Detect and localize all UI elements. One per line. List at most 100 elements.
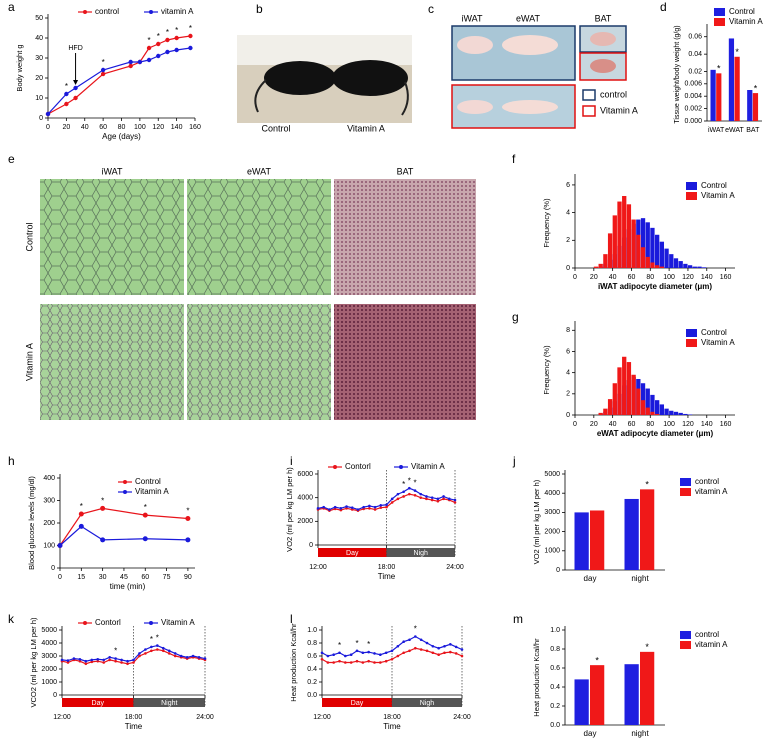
histogram-bar [631,219,636,268]
y-tick-label: 0 [566,412,570,419]
column-label: BAT [397,166,414,176]
x-tick-label: day [584,574,597,583]
panel-letter: h [8,454,15,468]
legend-swatch [680,488,691,496]
x-tick-label: 160 [720,274,732,281]
marker [338,651,341,655]
y-axis-label: Blood glucose levels (mg/dl) [27,476,36,570]
marker [326,654,330,658]
legend-swatch [680,641,691,649]
x-tick-label: 160 [720,421,732,428]
x-tick-label: 18:00 [378,564,396,571]
x-tick-label: 24:00 [446,564,464,571]
legend-label: control [695,477,719,486]
x-axis-label: iWAT adipocyte diameter (μm) [598,282,712,291]
column-label: eWAT [247,166,272,176]
marker [447,497,451,501]
marker [408,492,411,496]
legend-label: Vitamin A [161,618,195,627]
marker [78,511,84,517]
y-tick-label: 0 [39,115,43,122]
y-tick-label: 0.000 [684,118,702,125]
y-tick-label: 0.0 [307,692,317,699]
x-tick-label: eWAT [725,127,744,134]
x-tick-label: 0 [573,421,577,428]
x-tick-label: 140 [171,124,183,131]
y-tick-label: 0.8 [307,640,317,647]
legend-label: vitamin A [695,640,728,649]
legend-label: control [95,7,119,16]
marker [425,649,429,653]
marker [349,661,353,664]
histology [187,179,331,295]
y-tick-label: 1.0 [550,627,560,634]
x-tick-label: 0 [58,574,62,581]
marker [142,512,148,518]
x-tick-label: 100 [663,274,675,281]
marker [78,657,82,661]
marker [174,47,179,53]
marker [64,101,69,107]
tail [401,81,409,116]
marker [408,649,411,653]
marker [344,654,347,658]
legend-label: Vitamin A [701,338,735,347]
x-tick-label: 40 [81,124,89,131]
marker [102,661,106,664]
marker [414,646,417,650]
marker [203,657,207,660]
marker [425,641,429,645]
y-tick-label: 5000 [41,627,57,634]
legend-label: vitamin A [695,487,728,496]
marker [385,505,388,509]
histology [40,304,184,420]
histogram-bar [683,263,688,268]
legend-swatch [680,478,691,486]
legend-swatch [123,490,127,494]
x-tick-label: 80 [646,421,654,428]
marker [156,644,159,647]
histology [187,304,331,420]
marker [100,71,106,77]
marker [165,49,170,55]
marker [332,661,335,664]
annotation: * [101,496,104,505]
marker [396,492,400,496]
marker [431,644,435,648]
histogram-bar [645,256,650,268]
x-tick-label: 60 [628,274,636,281]
marker [402,495,405,498]
y-tick-label: 0.8 [550,646,560,653]
y-axis-label: Tissue weight/body weight (g/g) [674,25,681,123]
marker [356,508,360,511]
marker [138,652,141,655]
legend-label: Control [701,181,727,190]
legend-swatch [83,10,87,14]
marker [84,662,88,666]
marker [188,45,193,51]
histogram-bar [603,408,608,415]
histogram-bar [650,411,655,415]
annotation: * [413,479,416,488]
x-axis-label: Time [383,722,401,731]
y-tick-label: 2 [566,391,570,398]
marker [437,653,440,656]
legend-label: Vitamin A [135,487,169,496]
legend-label: Vitamin A [600,105,638,115]
marker [78,659,82,663]
panel-letter: b [256,2,263,16]
mouse [264,61,336,95]
marker [344,661,347,664]
tissue [457,36,493,54]
panel-letter: l [290,612,293,626]
marker [332,653,335,656]
x-tick-label: 20 [590,421,598,428]
marker [114,659,117,663]
x-tick-label: 80 [646,274,654,281]
marker [379,653,382,656]
y-tick-label: 8 [566,327,570,334]
histology [40,179,184,295]
legend-label: Control [729,7,755,16]
legend-label: Vitamin A [729,17,763,26]
marker [431,651,435,655]
